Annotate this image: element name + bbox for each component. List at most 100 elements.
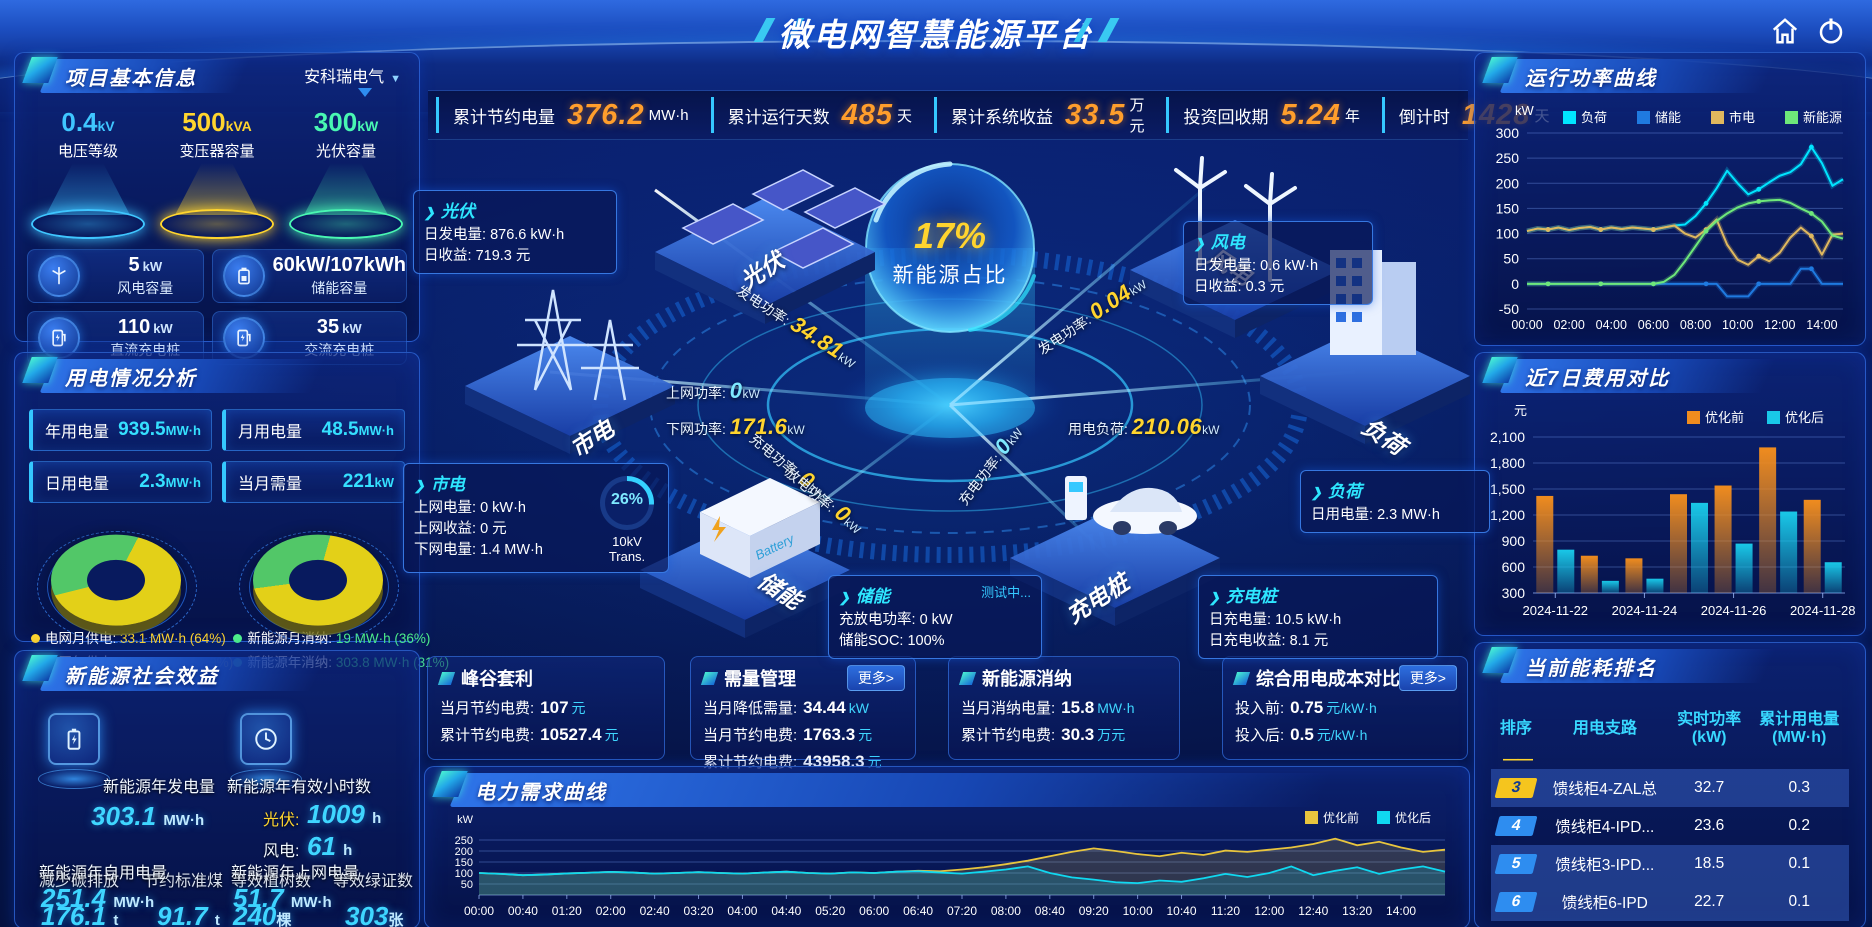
card-row-label: 投入后: xyxy=(1235,727,1285,744)
rank-badge: 4 xyxy=(1494,816,1538,836)
svg-text:01:20: 01:20 xyxy=(552,904,582,918)
rank-badge: 3 xyxy=(1494,778,1538,798)
card-row-label: 当月节约电费: xyxy=(440,700,535,717)
podium-base xyxy=(31,209,145,239)
card-row-unit: kW xyxy=(848,700,869,716)
svg-text:09:20: 09:20 xyxy=(1079,904,1109,918)
table-row[interactable]: 5 馈线柜3-IPD... 18.5 0.1 xyxy=(1491,845,1849,883)
summary-card-2: 新能源消纳 当月消纳电量: 15.8 MW·h 累计节约电费: 30.3 万元 xyxy=(948,656,1180,760)
table-row[interactable]: 4 馈线柜4-IPD... 23.6 0.2 xyxy=(1491,807,1849,845)
podium-0: 0.4kV 电压等级 xyxy=(25,107,151,239)
renewable-share: 17% 新能源占比 xyxy=(880,215,1020,289)
card-row-label: 当月降低需量: xyxy=(703,700,798,717)
legend-item[interactable]: 新能源 xyxy=(1785,110,1842,125)
card-row-unit: 元 xyxy=(858,727,873,743)
card-row-label: 累计节约电费: xyxy=(440,727,535,744)
stat-label: 年用电量 xyxy=(45,424,110,441)
company-select[interactable]: 安科瑞电气 ▼ xyxy=(304,63,401,87)
svg-text:03:20: 03:20 xyxy=(684,904,714,918)
legend-item[interactable]: 市电 xyxy=(1711,110,1755,125)
card-row-unit: 元/kW·h xyxy=(1326,700,1377,716)
header-decoration xyxy=(753,18,776,42)
card-row-label: 投入前: xyxy=(1235,700,1285,717)
bar-before[interactable] xyxy=(1759,447,1777,593)
legend-item[interactable]: 优化前 xyxy=(1687,410,1744,425)
info-box-title: 负荷 xyxy=(1327,482,1362,501)
kpi-item-2: 累计系统收益 33.5 万元 xyxy=(933,97,1158,135)
panel-title: 新能源社会效益 xyxy=(65,666,219,688)
table-row[interactable]: 3 馈线柜4-ZAL总 32.7 0.3 xyxy=(1491,769,1849,807)
legend-item[interactable]: 优化后 xyxy=(1767,410,1824,425)
svg-text:12:00: 12:00 xyxy=(1254,904,1284,918)
load-info-box: ❯ 负荷 日用电量: 2.3 MW·h xyxy=(1300,470,1490,534)
carbon-label: 减少碳排放 xyxy=(39,873,120,890)
svg-text:1,200: 1,200 xyxy=(1490,507,1525,523)
wind-turbine-icon xyxy=(38,255,80,297)
card-row-unit: 元 xyxy=(571,700,586,716)
kpi-label: 累计系统收益 xyxy=(950,107,1053,127)
svg-text:50: 50 xyxy=(461,879,473,891)
bar-after[interactable] xyxy=(1557,549,1575,593)
legend-item[interactable]: 优化后 xyxy=(1377,811,1431,825)
home-icon[interactable] xyxy=(1770,16,1800,46)
panel-title: 近7日费用对比 xyxy=(1525,368,1671,390)
table-header-row: 排序 用电支路 实时功率 (kW) 累计用电量 (MW·h) xyxy=(1491,701,1849,751)
more-button[interactable]: 更多> xyxy=(846,665,905,691)
more-button[interactable]: 更多> xyxy=(1398,665,1457,691)
stat-label: 月用电量 xyxy=(238,424,303,441)
legend-item[interactable]: 储能 xyxy=(1637,110,1681,125)
power-icon[interactable] xyxy=(1816,16,1846,46)
legend-item[interactable]: 负荷 xyxy=(1563,110,1607,125)
hours-label: 新能源年有效小时数 xyxy=(227,779,372,796)
card-row: 当月节约电费: 1763.3 元 xyxy=(703,724,903,745)
panel-energy-ranking: 当前能耗排名 排序 用电支路 实时功率 (kW) 累计用电量 (MW·h) —— 3 馈线柜… xyxy=(1474,642,1866,927)
card-row-value: 107 xyxy=(540,698,569,717)
legend-dot xyxy=(31,634,40,643)
info-box-title: 充电桩 xyxy=(1225,587,1277,606)
bar-after[interactable] xyxy=(1601,580,1619,593)
panel-demand-curve-header: 电力需求曲线 xyxy=(429,771,1465,811)
table-row[interactable]: 6 馈线柜6-IPD 22.7 0.1 xyxy=(1491,883,1849,921)
bar-before[interactable] xyxy=(1714,485,1732,593)
stat-value: 2.3MW·h xyxy=(139,471,201,492)
bar-after[interactable] xyxy=(1735,543,1753,593)
gauge-label: 10kV Trans. xyxy=(608,534,646,564)
svg-text:300: 300 xyxy=(1502,585,1526,601)
bar-before[interactable] xyxy=(1670,494,1687,593)
bar-before[interactable] xyxy=(1536,495,1554,593)
info-box-title: 风电 xyxy=(1210,233,1245,252)
svg-text:02:00: 02:00 xyxy=(1553,318,1584,332)
info-box-title: 储能 xyxy=(855,587,890,606)
bar-after[interactable] xyxy=(1691,502,1708,593)
card-row: 累计节约电费: 10527.4 元 xyxy=(440,724,652,745)
bar-before[interactable] xyxy=(1580,555,1598,593)
wind-hours-label: 风电: xyxy=(263,843,300,860)
bar-after[interactable] xyxy=(1646,578,1664,593)
panel-title: 项目基本信息 xyxy=(65,68,197,90)
bar-before[interactable] xyxy=(1625,558,1643,593)
card-corner-icon xyxy=(700,672,719,685)
dropdown-caret-decoration xyxy=(358,88,372,97)
bar-before[interactable] xyxy=(1803,499,1821,593)
arrow-icon: ❯ xyxy=(414,478,425,493)
podium-label: 变压器容量 xyxy=(179,143,255,160)
panel-power-analysis: 用电情况分析 年用电量 939.5MW·h 月用电量 48.5MW·h 日用电量 2.3M… xyxy=(14,352,449,670)
svg-text:02:40: 02:40 xyxy=(640,904,670,918)
card-row-label: 当月节约电费: xyxy=(703,727,798,744)
legend-dot xyxy=(233,634,243,643)
svg-text:2024-11-28: 2024-11-28 xyxy=(1790,603,1856,618)
panel-title: 电力需求曲线 xyxy=(475,782,607,804)
card-row-value: 0.5 xyxy=(1290,725,1314,744)
branch-cell: 馈线柜4-IPD... xyxy=(1555,819,1655,836)
svg-text:06:00: 06:00 xyxy=(1638,318,1669,332)
svg-text:07:20: 07:20 xyxy=(947,904,977,918)
card-row-value: 10527.4 xyxy=(540,725,602,744)
energy-cell: 0.1 xyxy=(1788,893,1810,910)
legend-item[interactable]: 优化前 xyxy=(1305,810,1359,825)
bar-after[interactable] xyxy=(1780,511,1798,593)
card-title: 峰谷套利 xyxy=(461,669,533,689)
card-row-unit: MW·h xyxy=(1097,700,1135,716)
bar-after[interactable] xyxy=(1824,562,1842,593)
svg-text:kW: kW xyxy=(1515,103,1535,118)
